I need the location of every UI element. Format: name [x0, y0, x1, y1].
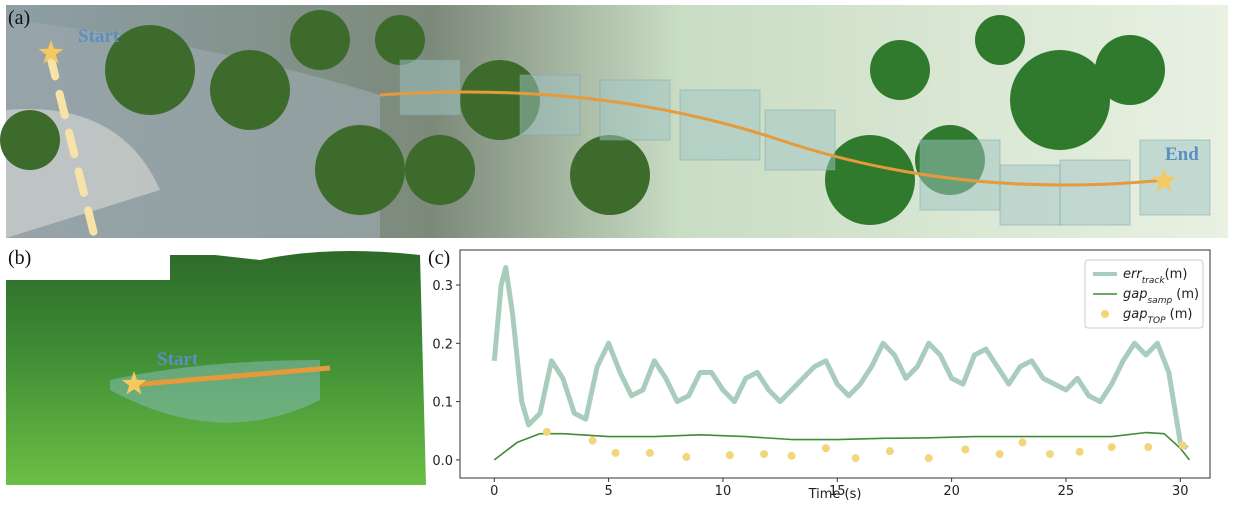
x-tick-label: 15: [829, 484, 846, 499]
panel-label: (a): [8, 7, 30, 29]
scatter-point: [925, 454, 933, 462]
x-tick-label: 30: [1172, 484, 1189, 499]
y-tick-label: 0.0: [432, 454, 453, 469]
x-tick-label: 10: [715, 484, 732, 499]
scatter-point: [961, 445, 969, 453]
legend-subscript: TOP: [1147, 316, 1166, 326]
scatter-point: [1144, 443, 1152, 451]
y-tick-label: 0.2: [432, 337, 453, 352]
scatter-point: [1019, 438, 1027, 446]
scatter-point: [543, 428, 551, 436]
y-tick-label: 0.1: [432, 396, 453, 411]
x-tick-label: 25: [1058, 484, 1075, 499]
panel-label: (c): [428, 247, 450, 269]
legend-name: gap: [1123, 287, 1147, 302]
scatter-point: [852, 454, 860, 462]
panel-b: (b) Start: [6, 245, 426, 485]
scatter-point: [996, 450, 1004, 458]
x-tick-label: 0: [490, 484, 498, 499]
legend-name: err: [1123, 267, 1143, 282]
x-tick-label: 5: [604, 484, 612, 499]
legend-unit: (m): [1166, 307, 1193, 322]
scatter-point: [611, 449, 619, 457]
scatter-point: [760, 450, 768, 458]
panel-label: (b): [8, 247, 31, 269]
legend-name: gap: [1123, 307, 1147, 322]
scatter-point: [822, 444, 830, 452]
scatter-point: [886, 447, 894, 455]
scatter-point: [1108, 443, 1116, 451]
scatter-point: [726, 451, 734, 459]
legend-swatch: [1101, 310, 1109, 318]
legend-subscript: track: [1142, 276, 1166, 286]
end-label: End: [1165, 144, 1199, 165]
scatter-point: [1179, 441, 1187, 449]
x-tick-label: 20: [943, 484, 960, 499]
start-label: Start: [157, 349, 199, 370]
legend-unit: (m): [1165, 267, 1188, 282]
series-line: [494, 267, 1187, 448]
scatter-point: [788, 452, 796, 460]
series-line: [494, 433, 1189, 460]
start-label: Start: [78, 26, 120, 47]
figure: (a) Start End (b) Start (c) Time (s) 051…: [0, 0, 1233, 506]
scatter-point: [1076, 448, 1084, 456]
scatter-point: [1046, 450, 1054, 458]
scatter-point: [589, 437, 597, 445]
y-tick-label: 0.3: [432, 279, 453, 294]
legend-unit: (m): [1172, 287, 1199, 302]
legend-subscript: samp: [1147, 296, 1172, 306]
scatter-point: [646, 449, 654, 457]
scatter-point: [682, 453, 690, 461]
